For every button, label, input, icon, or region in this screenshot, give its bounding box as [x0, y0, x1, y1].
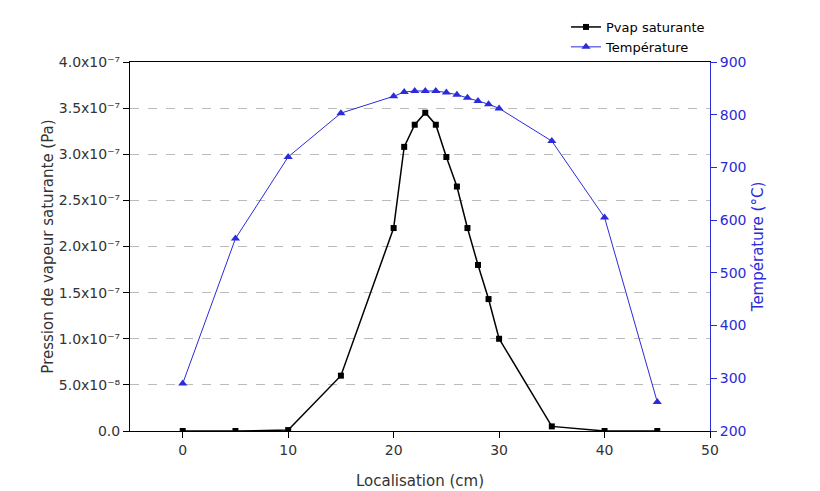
svg-text:3.0x10⁻⁷: 3.0x10⁻⁷ — [59, 146, 120, 162]
svg-text:800: 800 — [720, 107, 747, 123]
svg-text:900: 900 — [720, 54, 747, 70]
svg-text:30: 30 — [490, 442, 508, 458]
svg-text:700: 700 — [720, 159, 747, 175]
svg-text:300: 300 — [720, 370, 747, 386]
svg-text:Température: Température — [605, 40, 688, 55]
svg-text:5.0x10⁻⁸: 5.0x10⁻⁸ — [59, 377, 121, 393]
svg-text:Température (°C): Température (°C) — [749, 182, 767, 312]
svg-text:10: 10 — [279, 442, 297, 458]
svg-text:2.5x10⁻⁷: 2.5x10⁻⁷ — [59, 192, 120, 208]
svg-text:4.0x10⁻⁷: 4.0x10⁻⁷ — [59, 54, 120, 70]
svg-text:50: 50 — [701, 442, 719, 458]
svg-text:400: 400 — [720, 317, 747, 333]
svg-text:20: 20 — [385, 442, 403, 458]
svg-text:200: 200 — [720, 423, 747, 439]
svg-text:3.5x10⁻⁷: 3.5x10⁻⁷ — [59, 100, 120, 116]
svg-text:Localisation (cm): Localisation (cm) — [356, 472, 484, 490]
svg-text:40: 40 — [596, 442, 614, 458]
svg-text:1.0x10⁻⁷: 1.0x10⁻⁷ — [59, 331, 120, 347]
svg-text:0: 0 — [178, 442, 187, 458]
svg-text:1.5x10⁻⁷: 1.5x10⁻⁷ — [59, 285, 120, 301]
svg-text:0.0: 0.0 — [98, 423, 120, 439]
svg-text:500: 500 — [720, 265, 747, 281]
svg-text:600: 600 — [720, 212, 747, 228]
svg-text:Pvap saturante: Pvap saturante — [606, 20, 705, 35]
svg-text:Pression de vapeur saturante (: Pression de vapeur saturante (Pa) — [39, 119, 57, 373]
svg-text:2.0x10⁻⁷: 2.0x10⁻⁷ — [59, 238, 120, 254]
